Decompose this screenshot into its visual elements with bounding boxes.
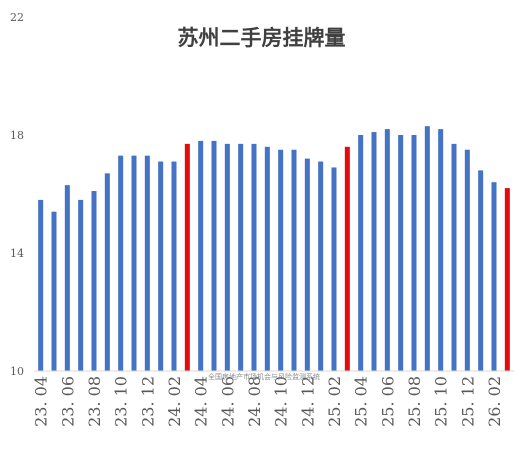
bar [304, 158, 310, 371]
y-tick-label: 10 [10, 365, 24, 378]
x-tick-label: 25. 08 [405, 376, 424, 427]
x-tick-label: 23. 10 [112, 376, 131, 427]
y-tick-label: 14 [10, 247, 24, 260]
x-tick-label: 23. 12 [138, 376, 157, 427]
bar [424, 126, 430, 372]
x-tick-label: 23. 06 [58, 376, 77, 427]
bar [278, 149, 284, 371]
bar [438, 129, 444, 371]
bar [171, 161, 177, 371]
bar [131, 155, 137, 371]
bar [264, 146, 270, 371]
x-tick-label: 26. 02 [485, 376, 504, 427]
y-tick-label: 22 [10, 11, 24, 24]
bar [198, 140, 204, 371]
bar-highlight [184, 143, 190, 371]
x-tick-label: 24. 08 [245, 376, 264, 427]
bar [64, 185, 70, 371]
bar [331, 167, 337, 371]
bar [211, 140, 217, 371]
x-tick-label: 23. 08 [85, 376, 104, 427]
bar [51, 211, 57, 371]
y-tick-label: 18 [10, 129, 24, 142]
bar [291, 149, 297, 371]
bar [411, 135, 417, 371]
x-tick-label: 25. 02 [325, 376, 344, 427]
x-tick-label: 25. 04 [352, 376, 371, 427]
bar [78, 199, 84, 371]
bar [238, 143, 244, 371]
bar [251, 143, 257, 371]
x-tick-label: 25. 10 [432, 376, 451, 427]
x-tick-label: 24. 06 [218, 376, 237, 427]
x-tick-label: 24. 12 [298, 376, 317, 427]
x-tick-label: 24. 02 [165, 376, 184, 427]
bar [38, 199, 44, 371]
x-tick-label: 25. 12 [458, 376, 477, 427]
x-tick-label: 24. 04 [192, 376, 211, 427]
x-tick-label: 24. 10 [272, 376, 291, 427]
bar [318, 161, 324, 371]
bar [358, 135, 364, 371]
bar [158, 161, 164, 371]
bar [224, 143, 230, 371]
bar [104, 173, 110, 371]
bar [464, 149, 470, 371]
bar [384, 129, 390, 371]
bar-highlight [344, 146, 350, 371]
bar [118, 155, 124, 371]
watermark: 全国房地产市场机会与风险监测系统 [208, 373, 320, 381]
bar [398, 135, 404, 371]
x-tick-label: 25. 06 [378, 376, 397, 427]
chart-title: 苏州二手房挂牌量 [177, 26, 346, 50]
bar [371, 132, 377, 371]
bar [451, 143, 457, 371]
bar [491, 182, 497, 371]
bar [478, 170, 484, 371]
x-tick-label: 23. 04 [32, 376, 51, 427]
bar-highlight [504, 188, 510, 371]
bar [144, 155, 150, 371]
bar [91, 191, 97, 371]
